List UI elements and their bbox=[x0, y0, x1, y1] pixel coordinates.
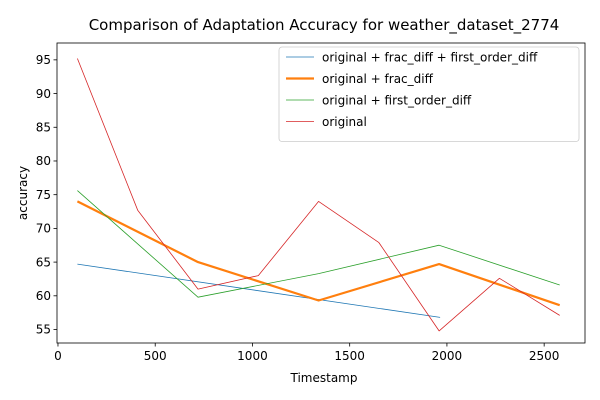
y-tick-label: 55 bbox=[36, 323, 51, 337]
x-tick-label: 0 bbox=[54, 349, 62, 363]
y-tick-label: 65 bbox=[36, 255, 51, 269]
plot-area: 0 500 1000 1500 2000 2500 55 60 65 70 75 80 85 90 95 bbox=[36, 42, 586, 363]
y-tick-label: 70 bbox=[36, 222, 51, 236]
x-tick-label: 2000 bbox=[432, 349, 463, 363]
y-tick-label: 80 bbox=[36, 154, 51, 168]
legend-label-3: original bbox=[322, 115, 367, 129]
x-axis-label: Timestamp bbox=[290, 371, 358, 385]
series-line-1 bbox=[76, 200, 561, 307]
x-tick-label: 1000 bbox=[237, 349, 268, 363]
x-tick-label: 500 bbox=[144, 349, 167, 363]
series-line-3 bbox=[77, 58, 560, 332]
y-tick-label: 60 bbox=[36, 289, 51, 303]
legend-frame bbox=[278, 46, 580, 142]
y-tick-label: 95 bbox=[36, 53, 51, 67]
chart-title: Comparison of Adaptation Accuracy for we… bbox=[89, 16, 560, 35]
axes-frame bbox=[56, 42, 586, 344]
y-tick-label: 85 bbox=[36, 120, 51, 134]
y-axis-label: accuracy bbox=[16, 166, 30, 220]
x-tick-label: 1500 bbox=[334, 349, 365, 363]
legend: original + frac_diff + first_order_diffo… bbox=[278, 46, 580, 142]
x-tick-label: 2500 bbox=[529, 349, 560, 363]
y-tick-label: 90 bbox=[36, 87, 51, 101]
y-tick-label: 75 bbox=[36, 188, 51, 202]
series-line-2 bbox=[77, 190, 560, 298]
series-line-0 bbox=[77, 263, 441, 318]
legend-label-1: original + frac_diff bbox=[322, 72, 434, 86]
legend-label-2: original + first_order_diff bbox=[322, 93, 472, 107]
legend-label-0: original + frac_diff + first_order_diff bbox=[322, 50, 538, 64]
